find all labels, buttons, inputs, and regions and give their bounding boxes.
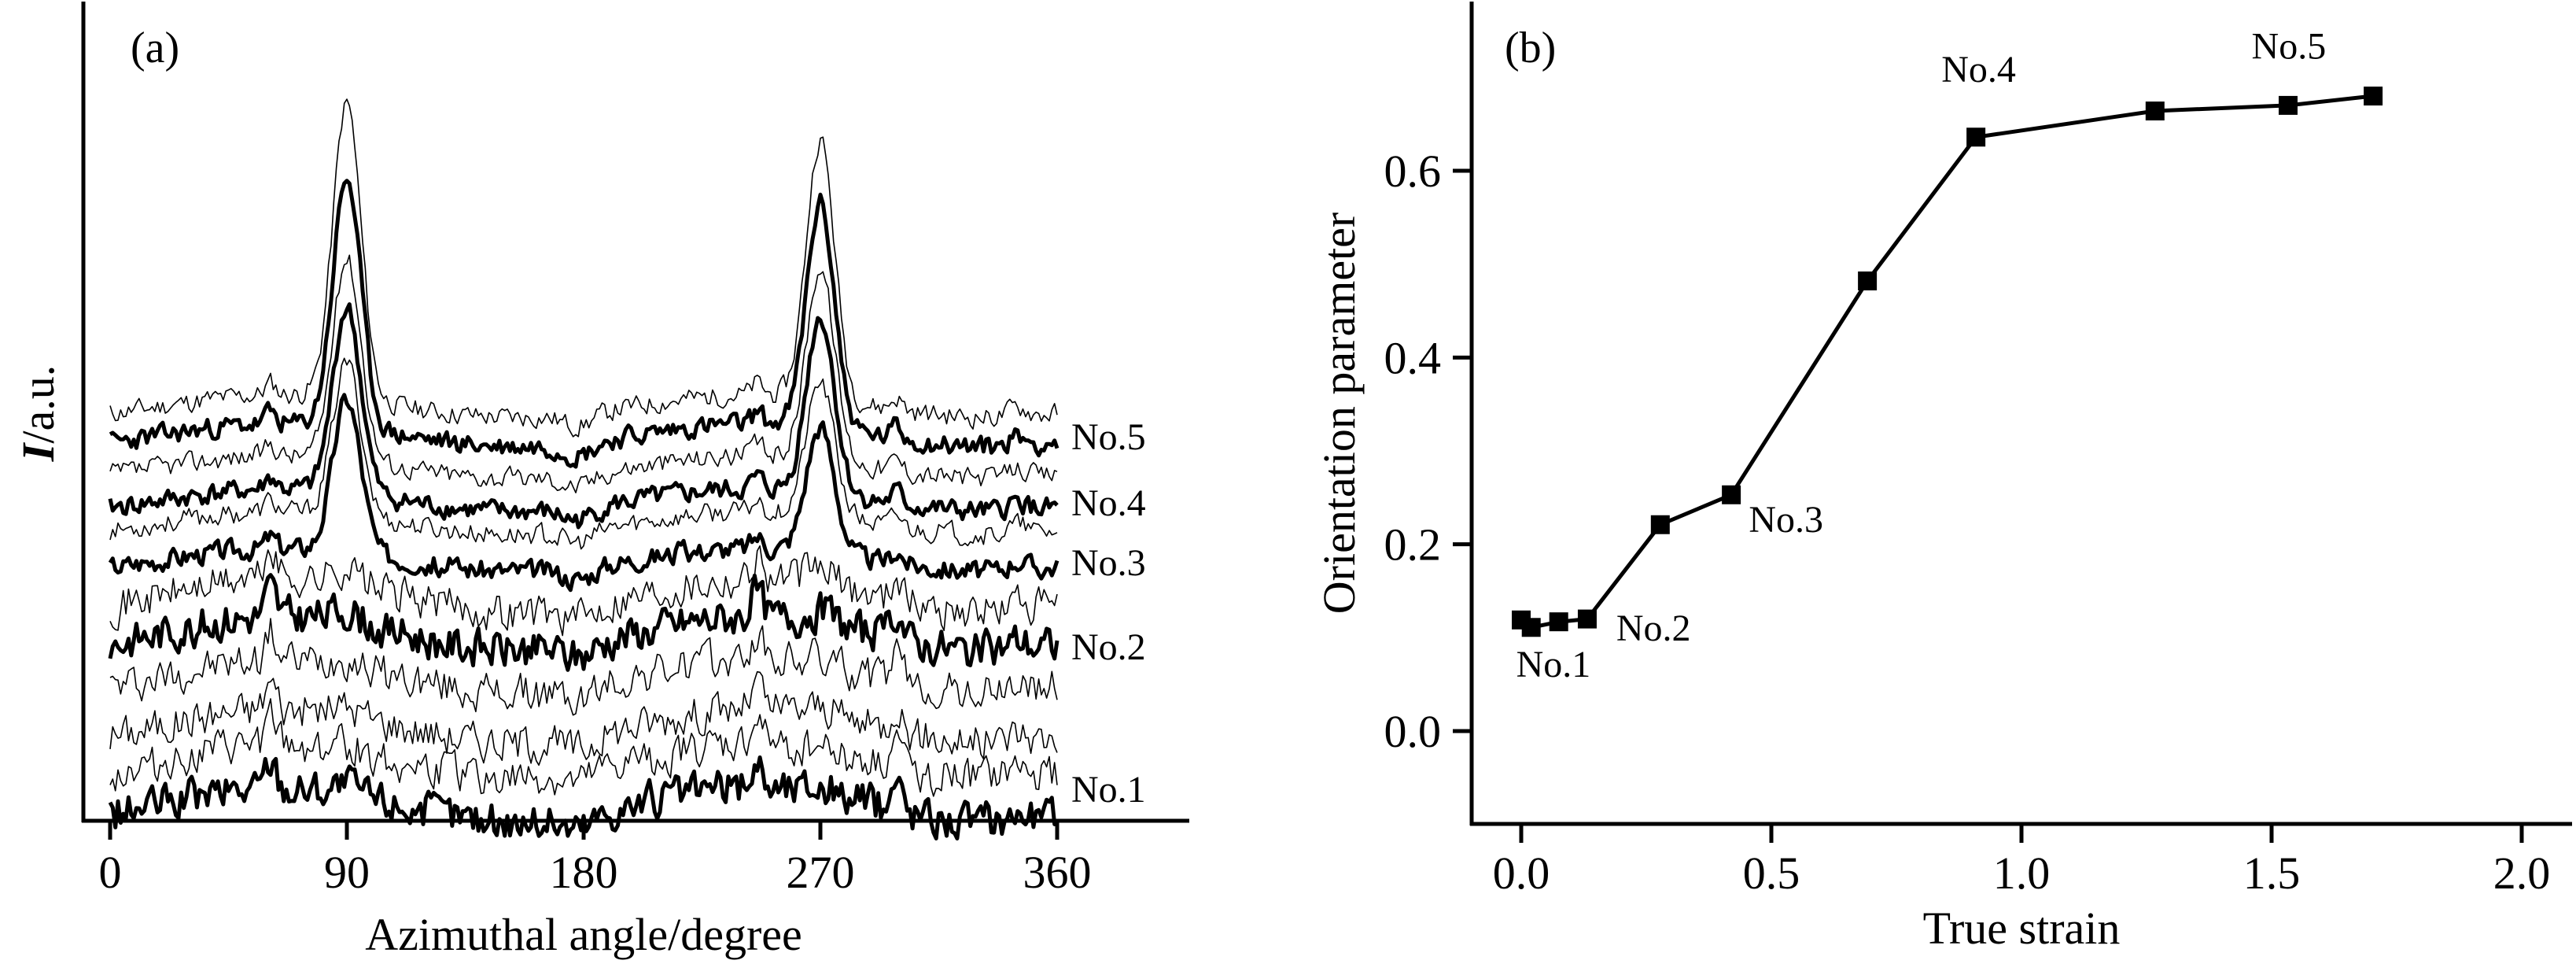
panel-a-x-ticks: 0 90 180 270 360 [99, 821, 1092, 898]
data-point-marker [2145, 102, 2165, 121]
panel-a-curves [108, 98, 1060, 840]
curve-label: No.5 [1071, 416, 1146, 458]
y-tick-label: 0.0 [1384, 706, 1442, 757]
data-point-marker [1549, 612, 1568, 632]
panel-b-annotations: No.1 No.2 No.3 No.4 No.5 [1516, 26, 2327, 686]
series-line [1520, 94, 2374, 630]
panel-b-label: (b) [1505, 24, 1556, 72]
x-tick-label: 1.5 [2243, 848, 2301, 899]
x-tick-label: 90 [324, 847, 370, 898]
data-point-marker [2278, 95, 2298, 115]
x-tick-label: 0 [99, 847, 122, 898]
x-tick-label: 1.0 [1993, 848, 2051, 899]
x-tick-label: 0.0 [1493, 848, 1550, 899]
panel-a-y-axis-title-italic: I [13, 441, 64, 462]
curve-No.3 [108, 393, 1060, 593]
panel-b-ticks: 0.0 0.5 1.0 1.5 2.0 0.0 0.2 0.4 0.6 [1384, 146, 2551, 899]
data-point-marker [1650, 515, 1670, 534]
data-point-marker [1722, 485, 1741, 504]
y-tick-label: 0.2 [1384, 519, 1442, 571]
curve-No.2 [108, 573, 1060, 672]
curve-thin-3 [109, 357, 1058, 550]
curve-thin-7 [109, 698, 1058, 797]
curve-No.5 [109, 179, 1060, 469]
point-annotation: No.5 [2252, 26, 2327, 68]
y-tick-label: 0.4 [1384, 332, 1442, 383]
point-annotation: No.2 [1616, 608, 1691, 649]
curve-thin-5 [109, 618, 1058, 716]
y-tick-label: 0.6 [1384, 146, 1442, 197]
x-tick-label: 180 [550, 847, 618, 898]
data-point-marker [1966, 127, 1986, 147]
point-annotation: No.4 [1941, 49, 2016, 90]
x-tick-label: 360 [1023, 847, 1092, 898]
curve-thin-2 [109, 254, 1058, 493]
curve-label: No.4 [1071, 482, 1146, 524]
x-tick-label: 2.0 [2493, 848, 2551, 899]
curve-label: No.2 [1071, 626, 1146, 668]
panel-a-label: (a) [131, 24, 179, 72]
panel-b-x-axis-title: True strain [1923, 903, 2121, 954]
x-tick-label: 270 [787, 847, 855, 898]
curve-label: No.1 [1071, 769, 1146, 811]
curve-label: No.3 [1071, 542, 1146, 584]
data-point-marker [1858, 271, 1878, 291]
panel-a-y-axis-title: I/a.u. [13, 365, 64, 462]
panel-a-azimuthal-profiles: 0 90 180 270 360 No.5 No.4 No.3 No.2 No.1 (a) Az… [13, 2, 1189, 960]
data-point-marker [2364, 87, 2383, 106]
panel-a-y-axis-title-unit: /a.u. [13, 365, 64, 444]
data-point-marker [1577, 609, 1597, 629]
panel-a-x-axis-title: Azimuthal angle/degree [365, 909, 802, 960]
point-annotation: No.3 [1749, 499, 1823, 541]
curve-No.4 [108, 302, 1059, 530]
curve-thin-6 [109, 670, 1058, 766]
x-tick-label: 0.5 [1743, 848, 1800, 899]
panel-b-orientation-vs-strain: 0.0 0.5 1.0 1.5 2.0 0.0 0.2 0.4 0.6 No.1 No.2 No.3… [1314, 2, 2572, 954]
curve-No.1 [108, 755, 1060, 840]
data-point-marker [1521, 618, 1541, 637]
panel-b-series [1512, 87, 2383, 637]
curve-thin-4 [109, 545, 1058, 637]
point-annotation: No.1 [1516, 644, 1591, 685]
curve-thin-1 [109, 98, 1058, 438]
panel-a-curve-labels: No.5 No.4 No.3 No.2 No.1 [1071, 416, 1146, 811]
panel-b-y-axis-title: Orientation parameter [1314, 212, 1365, 614]
